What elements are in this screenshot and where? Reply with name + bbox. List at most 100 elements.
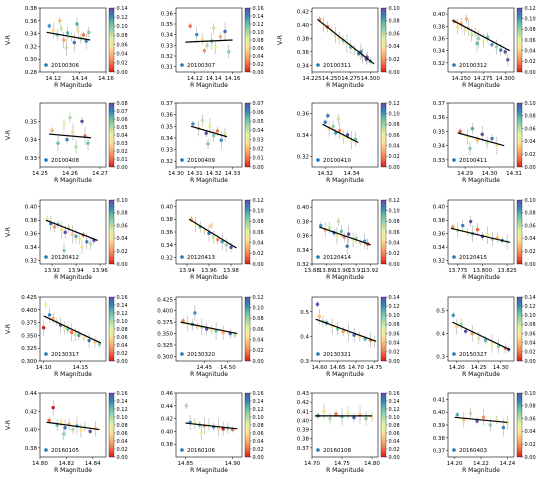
colorbar-tick-label: 0.02 xyxy=(253,147,264,153)
data-point xyxy=(77,237,82,241)
colorbar-tick-label: 0.01 xyxy=(253,156,264,162)
y-tick-label: 0.31 xyxy=(161,65,173,71)
y-tick-label: 0.37 xyxy=(433,449,446,455)
x-tick-label: 14.32 xyxy=(317,171,333,177)
subplot-20100408: 14.25 14.26 14.27 0.33 0.34 0.35 R Magnitude V-… xyxy=(5,101,128,184)
y-tick-label: 0.37 xyxy=(161,101,174,107)
colorbar-tick-label: 0.04 xyxy=(117,133,128,139)
y-tick-label: 0.35 xyxy=(25,119,38,125)
colorbar-tick-label: 0.02 xyxy=(253,447,264,453)
x-axis-label: R Magnitude xyxy=(462,467,500,474)
data-point xyxy=(495,418,499,422)
y-tick-label: 0.42 xyxy=(161,417,173,423)
colorbar-tick-label: 0.00 xyxy=(389,70,400,76)
data-point xyxy=(464,17,469,21)
data-point xyxy=(62,326,66,330)
colorbar-tick-label: 0.16 xyxy=(253,6,264,12)
colorbar-tick-label: 0.08 xyxy=(253,423,264,429)
data-layer xyxy=(315,301,377,348)
data-point xyxy=(62,432,66,436)
colorbar-tick-label: 0.08 xyxy=(525,27,536,33)
colorbar-tick-label: 0.12 xyxy=(117,15,128,21)
y-tick-label: 0.40 xyxy=(25,205,38,211)
colorbar-tick-label: 0.03 xyxy=(253,137,264,143)
x-tick-label: 14.75 xyxy=(334,461,350,467)
x-tick-label: 14.45 xyxy=(196,365,212,371)
colorbar-tick-label: 0.00 xyxy=(525,455,536,461)
legend: 20120414 xyxy=(316,255,351,261)
fit-line xyxy=(322,123,359,144)
colorbar-tick-label: 0.04 xyxy=(253,439,264,445)
data-point xyxy=(364,416,368,421)
data-point xyxy=(216,237,220,242)
legend: 20120412 xyxy=(44,255,79,261)
legend-marker xyxy=(180,352,184,356)
plot-frame xyxy=(39,296,107,362)
colorbar-tick-label: 0.14 xyxy=(117,6,128,12)
legend: 20130321 xyxy=(316,352,351,358)
y-tick-label: 0.34 xyxy=(297,133,310,139)
colorbar-tick-label: 0.06 xyxy=(253,46,264,52)
legend-label: 20150327 xyxy=(459,352,487,358)
colorbar-tick-label: 0.10 xyxy=(525,391,536,397)
subplot-20100410: 14.32 14.34 0.32 0.34 0.36 R Magnitude 2010041… xyxy=(297,101,400,184)
data-point xyxy=(52,225,57,229)
data-point xyxy=(70,232,75,237)
data-point xyxy=(58,19,62,23)
colorbar-tick-label: 0.10 xyxy=(389,415,400,421)
x-tick-label: 14.24 xyxy=(500,461,516,467)
data-point xyxy=(490,42,494,47)
colorbar: 0.00 0.02 0.04 0.06 0.08 0.10 0.12 0.14 0.16 xyxy=(244,6,264,76)
x-tick-label: 14.14 xyxy=(72,76,88,82)
x-tick-label: 13.94 xyxy=(179,268,195,274)
legend: 20160105 xyxy=(44,448,79,454)
data-layer xyxy=(457,122,505,156)
data-point xyxy=(323,120,327,124)
y-tick-label: 0.36 xyxy=(161,113,174,119)
colorbar-tick-label: 0.02 xyxy=(525,249,536,255)
fit-line xyxy=(457,132,505,147)
y-tick-label: 0.34 xyxy=(433,245,446,251)
data-point xyxy=(488,423,492,427)
y-tick-label: 0.5 xyxy=(300,310,309,316)
y-tick-label: 0.38 xyxy=(433,218,446,224)
data-point xyxy=(494,45,499,49)
x-axis-label: R Magnitude xyxy=(462,177,500,184)
y-tick-label: 0.3 xyxy=(300,359,309,365)
plot-frame xyxy=(39,7,107,73)
data-point xyxy=(62,248,66,253)
colorbar-tick-label: 0.12 xyxy=(525,304,536,310)
legend-marker xyxy=(180,255,184,259)
subplot-20150327: 14.20 14.25 14.30 0.3 0.4 0.5 R Magnitude 20150… xyxy=(436,295,535,378)
x-tick-label: 13.88 xyxy=(304,268,320,274)
plot-frame xyxy=(39,392,107,458)
y-tick-label: 0.350 xyxy=(21,333,37,339)
x-tick-label: 14.225 xyxy=(302,76,322,82)
colorbar: 0.00 0.01 0.02 0.03 0.04 0.05 0.06 0.07 xyxy=(244,101,264,171)
legend-label: 20160108 xyxy=(323,448,351,454)
y-tick-label: 0.40 xyxy=(297,418,310,424)
x-tick-label: 14.30 xyxy=(168,171,184,177)
y-tick-label: 0.32 xyxy=(25,259,37,265)
x-axis-label: R Magnitude xyxy=(190,371,228,378)
x-axis-label: R Magnitude xyxy=(54,371,92,378)
colorbar: 0.00 0.02 0.04 0.06 0.08 0.10 0.12 xyxy=(244,295,264,365)
x-tick-label: 14.20 xyxy=(447,461,463,467)
colorbar-tick-label: 0.04 xyxy=(389,44,400,50)
data-point xyxy=(352,333,356,337)
data-point xyxy=(199,430,204,435)
y-tick-label: 0.40 xyxy=(161,429,174,435)
colorbar-tick-label: 0.16 xyxy=(253,391,264,397)
y-tick-label: 0.36 xyxy=(297,50,310,56)
plot-frame xyxy=(311,199,379,265)
data-point xyxy=(74,145,78,149)
data-point xyxy=(218,35,223,39)
data-point xyxy=(221,330,225,335)
data-layer xyxy=(190,114,228,150)
data-layer xyxy=(180,305,238,340)
x-axis-label: R Magnitude xyxy=(190,82,228,89)
x-tick-label: 14.31 xyxy=(187,171,203,177)
data-point xyxy=(66,31,70,35)
fit-line xyxy=(45,219,98,241)
plot-frame xyxy=(447,7,515,73)
